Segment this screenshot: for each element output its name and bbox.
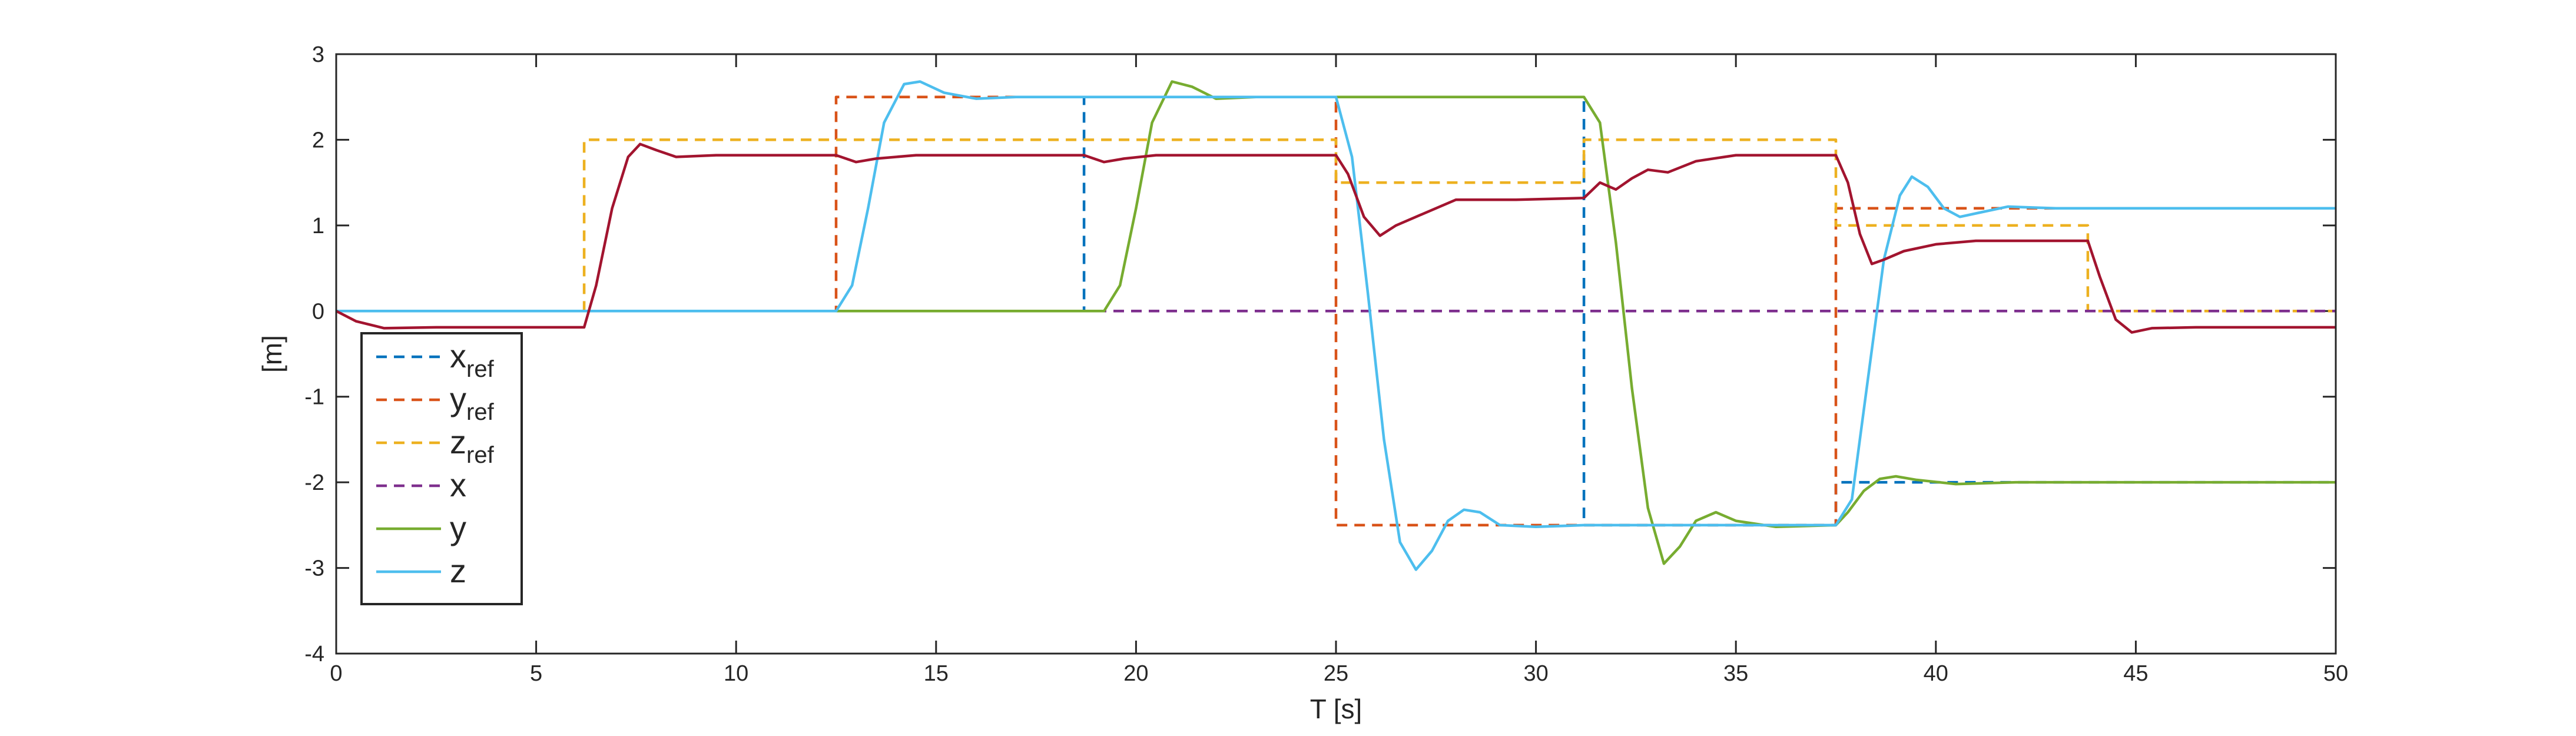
x-tick-label: 5 [530,661,542,686]
y-axis-label: [m] [257,335,287,373]
y-tick-label: -1 [304,385,324,410]
series-line-x-ref [336,95,2336,527]
legend-label: xref [450,337,495,382]
x-tick-label: 25 [1324,661,1348,686]
x-tick-label: 35 [1723,661,1748,686]
y-tick-label: -2 [304,470,324,495]
legend-label: x [450,466,466,503]
x-tick-label: 45 [2123,661,2148,686]
y-tick-label: 3 [312,42,324,67]
x-axis-label: T [s] [1310,694,1362,724]
series-line-y [336,80,2336,565]
y-tick-label: 2 [312,128,324,152]
legend-label: y [450,509,466,546]
x-tick-label: 20 [1123,661,1148,686]
x-tick-label: 15 [924,661,949,686]
x-tick-label: 0 [330,661,342,686]
legend-label: yref [450,380,495,425]
series-line-z [336,80,2336,571]
series-line-x-actual [335,142,2336,334]
y-tick-label: 1 [312,214,324,238]
x-tick-label: 10 [724,661,748,686]
axes-box [335,53,2337,655]
legend-box [360,332,523,605]
y-tick-label: -4 [304,642,324,667]
axis-ticks: 0 5 10 15 20 25 30 35 40 45 50 -4 -3 -2 -1 0 1 2 3 [304,42,2348,686]
legend-label: z [450,552,466,589]
x-tick-label: 50 [2323,661,2348,686]
legend-label: zref [450,423,495,468]
series-line-y-ref [336,95,2336,527]
series-layer [335,80,2336,571]
x-tick-label: 40 [1924,661,1948,686]
x-tick-label: 30 [1523,661,1548,686]
y-tick-label: -3 [304,556,324,581]
y-tick-label: 0 [312,299,324,324]
